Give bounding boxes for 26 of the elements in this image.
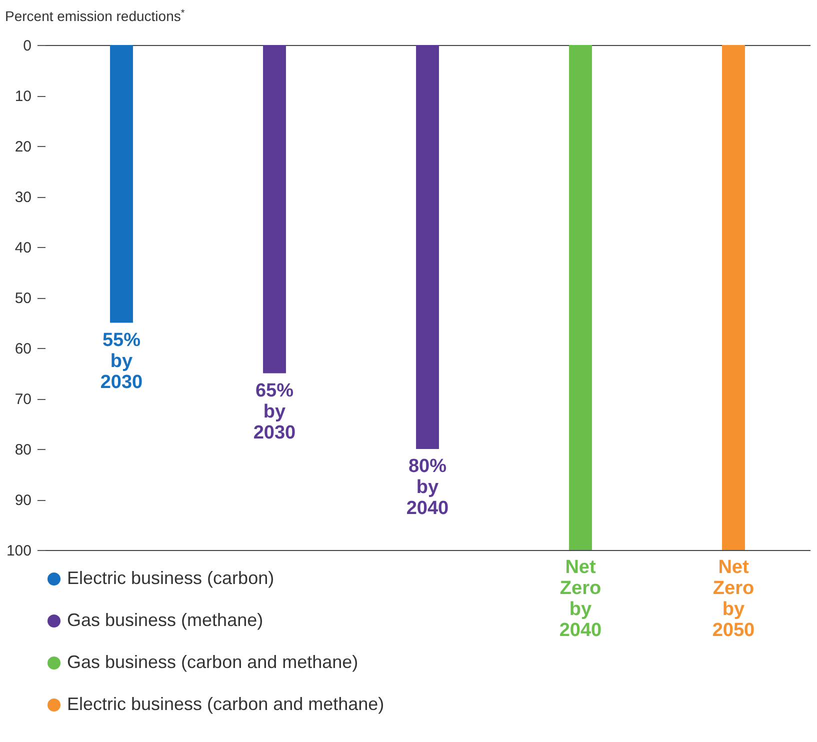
legend-label: Electric business (carbon) [67,568,274,588]
bar [569,45,592,550]
y-tick-label: 60 [14,340,32,358]
chart-title: Percent emission reductions$^{*}$ [5,8,185,24]
y-tick-label: 0 [23,38,32,54]
y-tick-label: 50 [14,290,32,307]
legend-label: Electric business (carbon and methane) [67,694,384,714]
y-tick-label: 80 [14,442,32,458]
y-tick-label: 20 [14,138,32,156]
y-tick-label: 40 [14,240,32,256]
legend-label: Gas business (methane) [67,610,264,630]
data-label: 55% by 2030 [100,330,143,393]
y-tick-label: 70 [14,391,32,408]
y-tick-label: 90 [14,492,32,509]
y-tick-label: 100 [6,542,32,560]
y-tick-label: 10 [14,88,32,105]
data-label: 80% by 2040 [406,456,449,519]
bar [722,45,745,550]
data-label: 65% by 2030 [253,380,296,444]
data-label: Net Zero by 2040 [559,557,602,641]
y-tick-label: 30 [14,189,32,206]
bar [110,45,133,323]
legend-label: Gas business (carbon and methane) [67,652,358,672]
bar [263,45,286,374]
bar [416,45,439,449]
data-label: Net Zero by 2050 [712,557,755,641]
